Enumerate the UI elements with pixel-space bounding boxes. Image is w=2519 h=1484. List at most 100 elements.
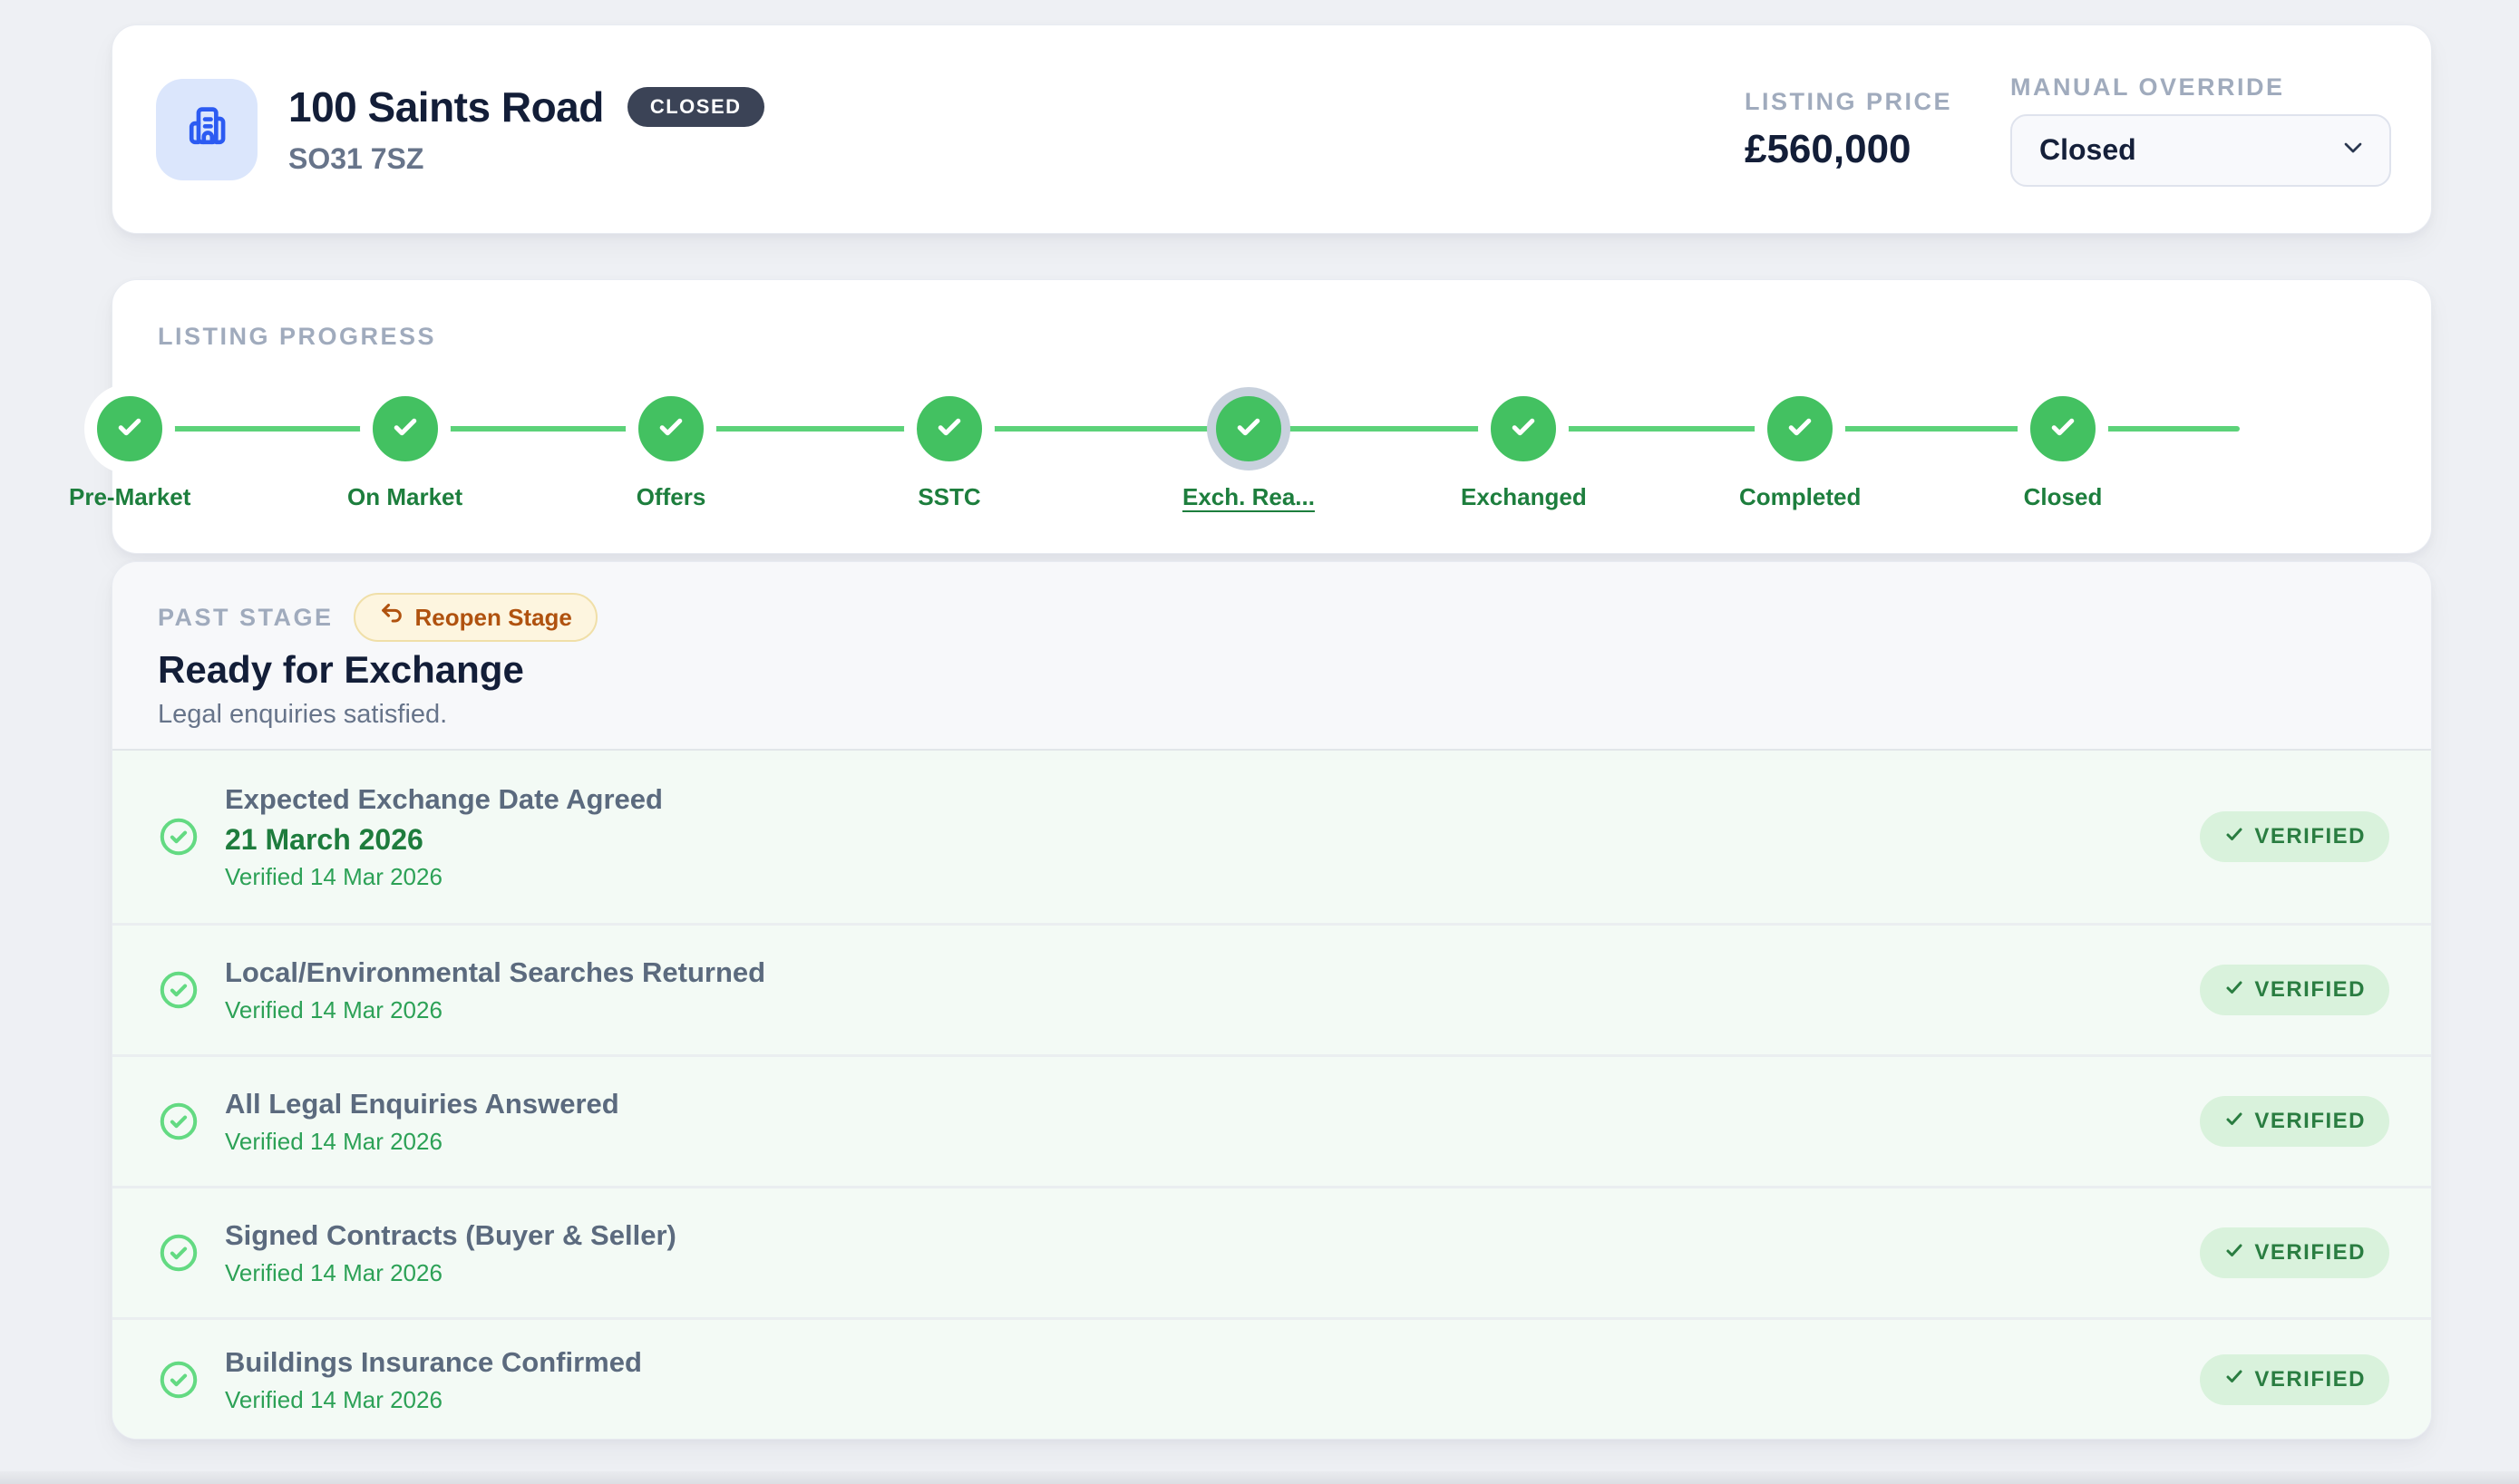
stage-step-exchanged[interactable]: Exchanged bbox=[1461, 383, 1739, 510]
checklist-item-verified-date: Verified 14 Mar 2026 bbox=[225, 996, 443, 1023]
past-stage-eyebrow-row: PAST STAGE Reopen Stage bbox=[158, 593, 2386, 642]
property-header-card: 100 Saints Road CLOSED SO31 7SZ LISTING … bbox=[112, 24, 2432, 234]
checklist-item-verified-date: Verified 14 Mar 2026 bbox=[225, 1128, 443, 1155]
verified-badge: VERIFIED bbox=[2200, 811, 2389, 862]
listing-progress-label: LISTING PROGRESS bbox=[158, 323, 437, 350]
stage-step-completed[interactable]: Completed bbox=[1739, 383, 2018, 510]
verified-badge: VERIFIED bbox=[2200, 965, 2389, 1015]
stage-check-circle bbox=[359, 383, 451, 474]
check-circle-icon bbox=[158, 1359, 199, 1401]
verified-badge-label: VERIFIED bbox=[2254, 1366, 2366, 1392]
check-icon bbox=[113, 411, 146, 448]
stage-check-circle bbox=[1478, 383, 1570, 474]
verified-badge: VERIFIED bbox=[2200, 1096, 2389, 1147]
checklist-item-title: All Legal Enquiries Answered bbox=[225, 1088, 619, 1120]
past-stage-card: PAST STAGE Reopen Stage Ready for Exchan… bbox=[112, 561, 2432, 1440]
undo-arrow-icon bbox=[379, 602, 404, 634]
checklist-item-text: Local/Environmental Searches Returned Ve… bbox=[225, 956, 765, 1023]
stage-checklist: Expected Exchange Date Agreed 21 March 2… bbox=[112, 749, 2431, 1439]
stage-step-offers[interactable]: Offers bbox=[626, 383, 904, 510]
check-icon bbox=[933, 411, 966, 448]
check-icon bbox=[1232, 411, 1265, 448]
listing-progress-card: LISTING PROGRESS Pre-Market bbox=[69, 279, 2432, 554]
checklist-item-searches-returned: Local/Environmental Searches Returned Ve… bbox=[112, 923, 2431, 1054]
check-icon bbox=[2223, 1108, 2245, 1136]
check-circle-icon bbox=[158, 1101, 199, 1142]
checklist-item-legal-enquiries: All Legal Enquiries Answered Verified 14… bbox=[112, 1054, 2431, 1186]
stage-step-pre-market[interactable]: Pre-Market bbox=[69, 383, 347, 510]
check-circle-icon bbox=[158, 1232, 199, 1274]
checklist-item-signed-contracts: Signed Contracts (Buyer & Seller) Verifi… bbox=[112, 1186, 2431, 1317]
verified-badge-label: VERIFIED bbox=[2254, 1240, 2366, 1265]
verified-badge-label: VERIFIED bbox=[2254, 1109, 2366, 1133]
check-icon bbox=[2223, 1239, 2245, 1267]
stage-step-label: Completed bbox=[1739, 483, 1862, 510]
header-right: LISTING PRICE £560,000 MANUAL OVERRIDE C… bbox=[1745, 73, 2391, 187]
reopen-stage-button[interactable]: Reopen Stage bbox=[353, 593, 598, 642]
check-icon bbox=[1507, 411, 1540, 448]
stage-step-sstc[interactable]: SSTC bbox=[904, 383, 1182, 510]
stage-step-label: Exchanged bbox=[1461, 483, 1587, 510]
stage-check-circle bbox=[904, 383, 995, 474]
past-stage-label: PAST STAGE bbox=[158, 604, 334, 631]
stage-step-on-market[interactable]: On Market bbox=[347, 383, 626, 510]
checklist-item-title: Buildings Insurance Confirmed bbox=[225, 1345, 642, 1378]
listing-price-block: LISTING PRICE £560,000 bbox=[1745, 87, 1952, 172]
progress-stepper: Pre-Market On Market bbox=[69, 383, 2296, 538]
stage-step-exchange-ready-active[interactable]: Exch. Rea... bbox=[1182, 383, 1461, 510]
checklist-item-title: Local/Environmental Searches Returned bbox=[225, 956, 766, 988]
manual-override-block: MANUAL OVERRIDE Closed bbox=[2010, 73, 2391, 187]
stage-check-circle bbox=[1755, 383, 1846, 474]
checklist-item-title: Expected Exchange Date Agreed bbox=[225, 783, 663, 815]
stage-step-label: On Market bbox=[347, 483, 463, 510]
title-row: 100 Saints Road CLOSED bbox=[288, 82, 764, 131]
manual-override-label: MANUAL OVERRIDE bbox=[2010, 73, 2285, 101]
listing-price-label: LISTING PRICE bbox=[1744, 87, 1952, 115]
stage-check-circle-active bbox=[1206, 387, 1290, 470]
check-icon bbox=[2223, 976, 2245, 1004]
checklist-item-verified-date: Verified 14 Mar 2026 bbox=[225, 1385, 443, 1413]
stepper-steps: Pre-Market On Market bbox=[69, 383, 2296, 510]
checklist-item-verified-date: Verified 14 Mar 2026 bbox=[225, 1259, 443, 1286]
page-background: { "header": { "title": "100 Saints Road"… bbox=[0, 24, 2519, 1484]
building-icon bbox=[179, 99, 235, 160]
stage-subtitle: Legal enquiries satisfied. bbox=[158, 700, 448, 729]
stage-check-circle bbox=[626, 383, 716, 474]
check-icon bbox=[2223, 1365, 2245, 1393]
verified-badge-label: VERIFIED bbox=[2254, 977, 2366, 1002]
verified-badge: VERIFIED bbox=[2200, 1353, 2389, 1405]
past-stage-header: PAST STAGE Reopen Stage Ready for Exchan… bbox=[112, 562, 2431, 749]
checklist-item-buildings-insurance: Buildings Insurance Confirmed Verified 1… bbox=[112, 1317, 2431, 1439]
stage-check-circle bbox=[2018, 383, 2108, 474]
stage-step-label: Closed bbox=[2023, 483, 2103, 510]
reopen-stage-button-label: Reopen Stage bbox=[414, 603, 572, 631]
checklist-item-verified-date: Verified 14 Mar 2026 bbox=[225, 863, 443, 890]
check-icon bbox=[655, 411, 687, 448]
property-identity: 100 Saints Road CLOSED SO31 7SZ bbox=[156, 78, 764, 180]
checklist-item-value: 21 March 2026 bbox=[225, 823, 423, 856]
checklist-item-title: Signed Contracts (Buyer & Seller) bbox=[225, 1219, 676, 1251]
listing-price-value: £560,000 bbox=[1744, 126, 1911, 171]
manual-override-select[interactable]: Closed bbox=[2010, 113, 2391, 187]
stage-step-closed[interactable]: Closed bbox=[2018, 383, 2296, 510]
checklist-item-expected-exchange-date: Expected Exchange Date Agreed 21 March 2… bbox=[112, 749, 2431, 923]
check-circle-icon bbox=[158, 969, 199, 1011]
chevron-down-icon bbox=[2339, 133, 2368, 167]
status-badge: CLOSED bbox=[627, 87, 764, 127]
stage-step-label: Pre-Market bbox=[69, 483, 191, 510]
window-bottom-edge bbox=[0, 1471, 2519, 1484]
page: 100 Saints Road CLOSED SO31 7SZ LISTING … bbox=[69, 24, 2432, 1440]
check-icon bbox=[2047, 411, 2079, 448]
check-circle-icon bbox=[158, 816, 199, 858]
check-icon bbox=[2223, 823, 2245, 851]
stage-step-label: Exch. Rea... bbox=[1182, 483, 1315, 510]
stage-step-label: SSTC bbox=[918, 483, 981, 510]
page-title: 100 Saints Road bbox=[288, 83, 604, 131]
stage-step-label: Offers bbox=[636, 483, 706, 510]
check-icon bbox=[389, 411, 422, 448]
checklist-item-text: Signed Contracts (Buyer & Seller) Verifi… bbox=[225, 1219, 676, 1286]
stepper-connector-line bbox=[120, 426, 2240, 432]
checklist-item-text: Buildings Insurance Confirmed Verified 1… bbox=[225, 1346, 642, 1413]
manual-override-selected-value: Closed bbox=[2039, 133, 2136, 166]
checklist-item-text: Expected Exchange Date Agreed 21 March 2… bbox=[225, 783, 663, 890]
